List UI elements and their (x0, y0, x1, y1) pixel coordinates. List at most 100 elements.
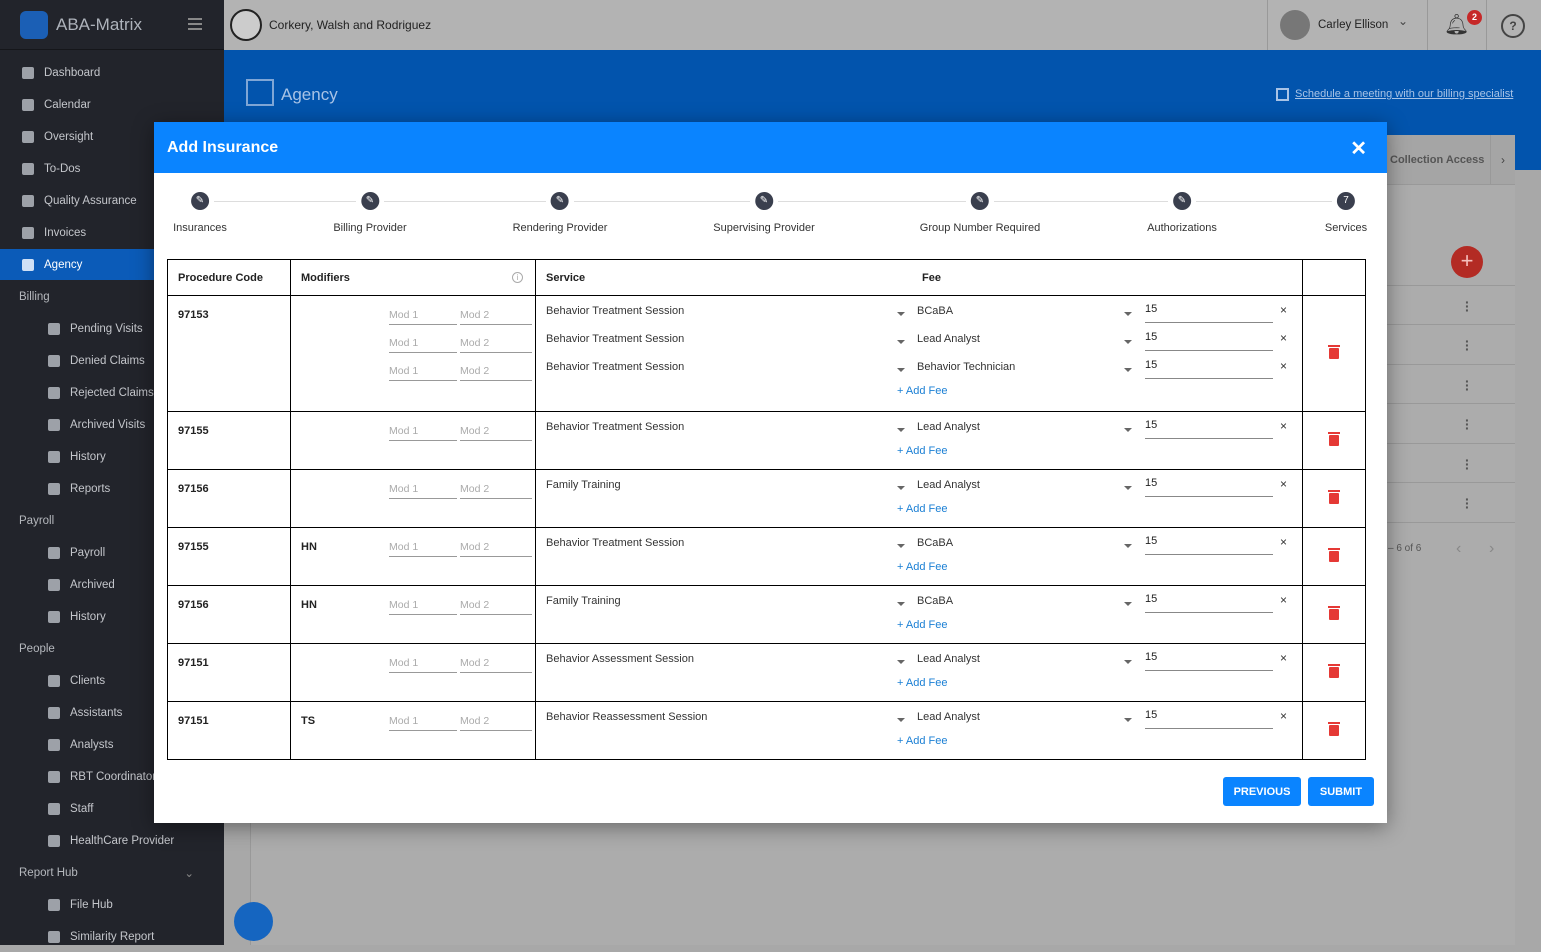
mod2-input[interactable]: Mod 2 (460, 711, 532, 731)
sidebar-item-healthcare-provider[interactable]: HealthCare Provider (0, 825, 224, 856)
sidebar-item-denied-claims[interactable]: Denied Claims (0, 345, 224, 376)
service-select[interactable]: Family Training (546, 479, 621, 491)
add-fee-link[interactable]: + Add Fee (897, 561, 948, 573)
mod1-input[interactable]: Mod 1 (389, 595, 457, 615)
sidebar-item-rejected-claims[interactable]: Rejected Claims (0, 377, 224, 408)
avatar[interactable] (1280, 10, 1310, 40)
mod1-input[interactable]: Mod 1 (389, 653, 457, 673)
sidebar-item-assistants[interactable]: Assistants (0, 697, 224, 728)
fee-input[interactable]: 15 (1145, 651, 1273, 671)
fee-input[interactable]: 15 (1145, 303, 1273, 323)
role-select[interactable]: Lead Analyst (917, 421, 980, 433)
add-fab-button[interactable]: + (1451, 246, 1483, 278)
fee-input[interactable]: 15 (1145, 477, 1273, 497)
fee-input[interactable]: 15 (1145, 331, 1273, 351)
sidebar-item-file-hub[interactable]: File Hub (0, 889, 224, 920)
role-dropdown-arrow-icon[interactable] (1124, 718, 1132, 722)
org-name[interactable]: Corkery, Walsh and Rodriguez (269, 18, 432, 32)
sidebar-item-history[interactable]: History (0, 601, 224, 632)
service-select[interactable]: Behavior Treatment Session (546, 421, 685, 433)
fee-input[interactable]: 15 (1145, 709, 1273, 729)
role-select[interactable]: Behavior Technician (917, 361, 1016, 373)
role-dropdown-arrow-icon[interactable] (1124, 428, 1132, 432)
more-options-icon[interactable]: · · · (1465, 373, 1470, 397)
more-options-icon[interactable]: · · · (1465, 491, 1470, 515)
sidebar-item-invoices[interactable]: Invoices (0, 217, 224, 248)
sidebar-item-archived-visits[interactable]: Archived Visits (0, 409, 224, 440)
remove-fee-icon[interactable]: × (1280, 477, 1288, 491)
service-dropdown-arrow-icon[interactable] (897, 602, 905, 606)
trash-icon[interactable] (1328, 664, 1340, 678)
tab-scroll-right-icon[interactable]: › (1490, 135, 1515, 185)
mod1-input[interactable]: Mod 1 (389, 537, 457, 557)
sidebar-item-billing[interactable]: Billing (0, 281, 224, 312)
sidebar-item-people[interactable]: People (0, 633, 224, 664)
submit-button[interactable]: SUBMIT (1308, 777, 1374, 806)
prev-page-icon[interactable]: ‹ (1456, 540, 1462, 557)
sidebar-item-to-dos[interactable]: To-Dos (0, 153, 224, 184)
service-dropdown-arrow-icon[interactable] (897, 428, 905, 432)
remove-fee-icon[interactable]: × (1280, 419, 1288, 433)
trash-icon[interactable] (1328, 345, 1340, 359)
sidebar-item-pending-visits[interactable]: Pending Visits (0, 313, 224, 344)
service-dropdown-arrow-icon[interactable] (897, 660, 905, 664)
service-dropdown-arrow-icon[interactable] (897, 340, 905, 344)
fee-input[interactable]: 15 (1145, 593, 1273, 613)
service-select[interactable]: Behavior Treatment Session (546, 305, 685, 317)
mod2-input[interactable]: Mod 2 (460, 305, 532, 325)
role-dropdown-arrow-icon[interactable] (1124, 602, 1132, 606)
chevron-down-icon[interactable]: ⌄ (184, 867, 194, 880)
step-rendering-provider[interactable]: ✎ Rendering Provider (513, 192, 607, 234)
tab-collection-access[interactable]: Collection Access (1390, 154, 1485, 166)
remove-fee-icon[interactable]: × (1280, 359, 1288, 373)
mod2-input[interactable]: Mod 2 (460, 333, 532, 353)
trash-icon[interactable] (1328, 606, 1340, 620)
mod2-input[interactable]: Mod 2 (460, 537, 532, 557)
remove-fee-icon[interactable]: × (1280, 303, 1288, 317)
service-dropdown-arrow-icon[interactable] (897, 368, 905, 372)
trash-icon[interactable] (1328, 432, 1340, 446)
next-page-icon[interactable]: › (1489, 540, 1495, 557)
sidebar-item-staff[interactable]: Staff (0, 793, 224, 824)
mod2-input[interactable]: Mod 2 (460, 421, 532, 441)
mod2-input[interactable]: Mod 2 (460, 361, 532, 381)
role-dropdown-arrow-icon[interactable] (1124, 660, 1132, 664)
remove-fee-icon[interactable]: × (1280, 651, 1288, 665)
service-select[interactable]: Behavior Treatment Session (546, 333, 685, 345)
role-select[interactable]: Lead Analyst (917, 711, 980, 723)
role-select[interactable]: BCaBA (917, 537, 954, 549)
sidebar-item-calendar[interactable]: Calendar (0, 89, 224, 120)
step-billing-provider[interactable]: ✎ Billing Provider (333, 192, 407, 234)
service-select[interactable]: Behavior Treatment Session (546, 361, 685, 373)
step-authorizations[interactable]: ✎ Authorizations (1147, 192, 1217, 234)
mod2-input[interactable]: Mod 2 (460, 479, 532, 499)
mod1-input[interactable]: Mod 1 (389, 421, 457, 441)
sidebar-item-clients[interactable]: Clients (0, 665, 224, 696)
fee-input[interactable]: 15 (1145, 359, 1273, 379)
role-select[interactable]: BCaBA (917, 595, 954, 607)
sidebar-item-similarity-report[interactable]: Similarity Report (0, 921, 224, 952)
chat-widget-icon[interactable] (234, 902, 273, 941)
trash-icon[interactable] (1328, 490, 1340, 504)
add-fee-link[interactable]: + Add Fee (897, 445, 948, 457)
step-group-number-required[interactable]: ✎ Group Number Required (920, 192, 1040, 234)
trash-icon[interactable] (1328, 548, 1340, 562)
add-fee-link[interactable]: + Add Fee (897, 735, 948, 747)
help-icon[interactable]: ? (1501, 14, 1525, 38)
sidebar-item-dashboard[interactable]: Dashboard (0, 57, 224, 88)
service-select[interactable]: Family Training (546, 595, 621, 607)
sidebar-item-report-hub[interactable]: Report Hub ⌄ (0, 857, 224, 888)
step-supervising-provider[interactable]: ✎ Supervising Provider (713, 192, 815, 234)
bell-icon[interactable]: 🔔︎ (1444, 14, 1470, 36)
user-name[interactable]: Carley Ellison (1318, 19, 1389, 31)
mod1-input[interactable]: Mod 1 (389, 305, 457, 325)
remove-fee-icon[interactable]: × (1280, 593, 1288, 607)
step-services[interactable]: 7 Services (1325, 192, 1367, 234)
service-dropdown-arrow-icon[interactable] (897, 486, 905, 490)
service-select[interactable]: Behavior Treatment Session (546, 537, 685, 549)
service-select[interactable]: Behavior Assessment Session (546, 653, 694, 665)
service-dropdown-arrow-icon[interactable] (897, 718, 905, 722)
service-dropdown-arrow-icon[interactable] (897, 312, 905, 316)
sidebar-item-history[interactable]: History (0, 441, 224, 472)
role-select[interactable]: Lead Analyst (917, 479, 980, 491)
